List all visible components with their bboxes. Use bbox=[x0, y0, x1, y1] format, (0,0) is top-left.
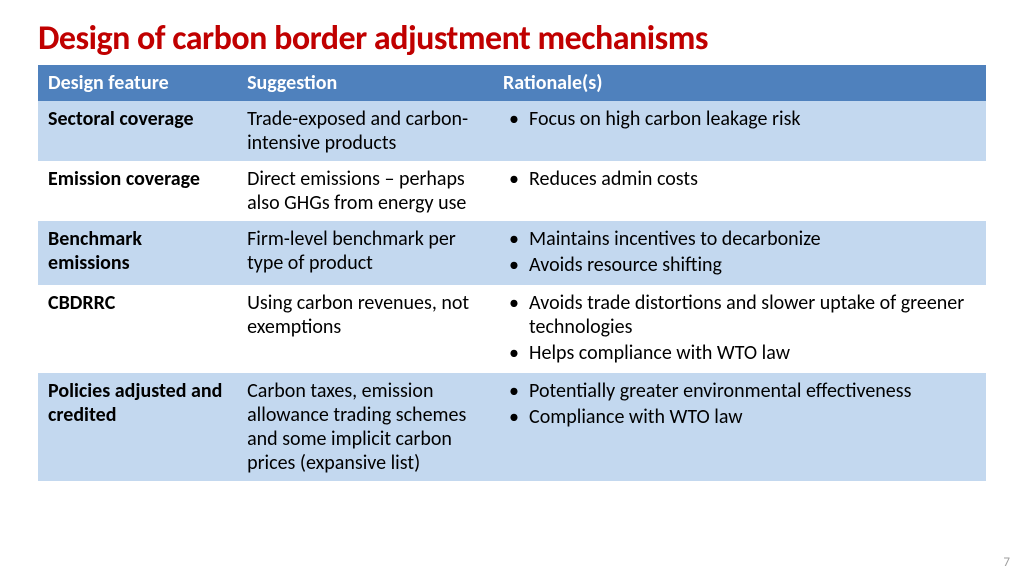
rationale-list: Maintains incentives to decarbonizeAvoid… bbox=[503, 227, 976, 277]
rationale-list: Reduces admin costs bbox=[503, 167, 976, 191]
cell-rationale: Focus on high carbon leakage risk bbox=[493, 101, 986, 161]
cell-rationale: Reduces admin costs bbox=[493, 161, 986, 221]
cell-suggestion: Trade-exposed and carbon-intensive produ… bbox=[237, 101, 493, 161]
rationale-item: Avoids trade distortions and slower upta… bbox=[503, 291, 976, 339]
rationale-item: Potentially greater environmental effect… bbox=[503, 379, 976, 403]
table-row: Emission coverageDirect emissions – perh… bbox=[38, 161, 986, 221]
table-row: Policies adjusted and creditedCarbon tax… bbox=[38, 373, 986, 481]
slide: Design of carbon border adjustment mecha… bbox=[0, 0, 1024, 576]
page-number: 7 bbox=[1003, 555, 1010, 570]
cell-feature: Policies adjusted and credited bbox=[38, 373, 237, 481]
table-row: Benchmark emissionsFirm-level benchmark … bbox=[38, 221, 986, 285]
cell-suggestion: Carbon taxes, emission allowance trading… bbox=[237, 373, 493, 481]
cell-suggestion: Direct emissions – perhaps also GHGs fro… bbox=[237, 161, 493, 221]
rationale-item: Maintains incentives to decarbonize bbox=[503, 227, 976, 251]
cell-feature: Benchmark emissions bbox=[38, 221, 237, 285]
rationale-list: Potentially greater environmental effect… bbox=[503, 379, 976, 429]
rationale-item: Avoids resource shifting bbox=[503, 253, 976, 277]
design-table: Design feature Suggestion Rationale(s) S… bbox=[38, 65, 986, 481]
table-row: Sectoral coverageTrade-exposed and carbo… bbox=[38, 101, 986, 161]
rationale-item: Reduces admin costs bbox=[503, 167, 976, 191]
cell-rationale: Potentially greater environmental effect… bbox=[493, 373, 986, 481]
th-rationale: Rationale(s) bbox=[493, 65, 986, 101]
th-suggestion: Suggestion bbox=[237, 65, 493, 101]
table-body: Sectoral coverageTrade-exposed and carbo… bbox=[38, 101, 986, 481]
slide-title: Design of carbon border adjustment mecha… bbox=[38, 18, 986, 59]
cell-suggestion: Using carbon revenues, not exemptions bbox=[237, 285, 493, 373]
cell-rationale: Avoids trade distortions and slower upta… bbox=[493, 285, 986, 373]
cell-feature: CBDRRC bbox=[38, 285, 237, 373]
cell-suggestion: Firm-level benchmark per type of product bbox=[237, 221, 493, 285]
rationale-item: Compliance with WTO law bbox=[503, 405, 976, 429]
table-header-row: Design feature Suggestion Rationale(s) bbox=[38, 65, 986, 101]
rationale-item: Helps compliance with WTO law bbox=[503, 341, 976, 365]
cell-rationale: Maintains incentives to decarbonizeAvoid… bbox=[493, 221, 986, 285]
rationale-list: Focus on high carbon leakage risk bbox=[503, 107, 976, 131]
rationale-item: Focus on high carbon leakage risk bbox=[503, 107, 976, 131]
rationale-list: Avoids trade distortions and slower upta… bbox=[503, 291, 976, 365]
cell-feature: Sectoral coverage bbox=[38, 101, 237, 161]
th-feature: Design feature bbox=[38, 65, 237, 101]
cell-feature: Emission coverage bbox=[38, 161, 237, 221]
table-row: CBDRRCUsing carbon revenues, not exempti… bbox=[38, 285, 986, 373]
